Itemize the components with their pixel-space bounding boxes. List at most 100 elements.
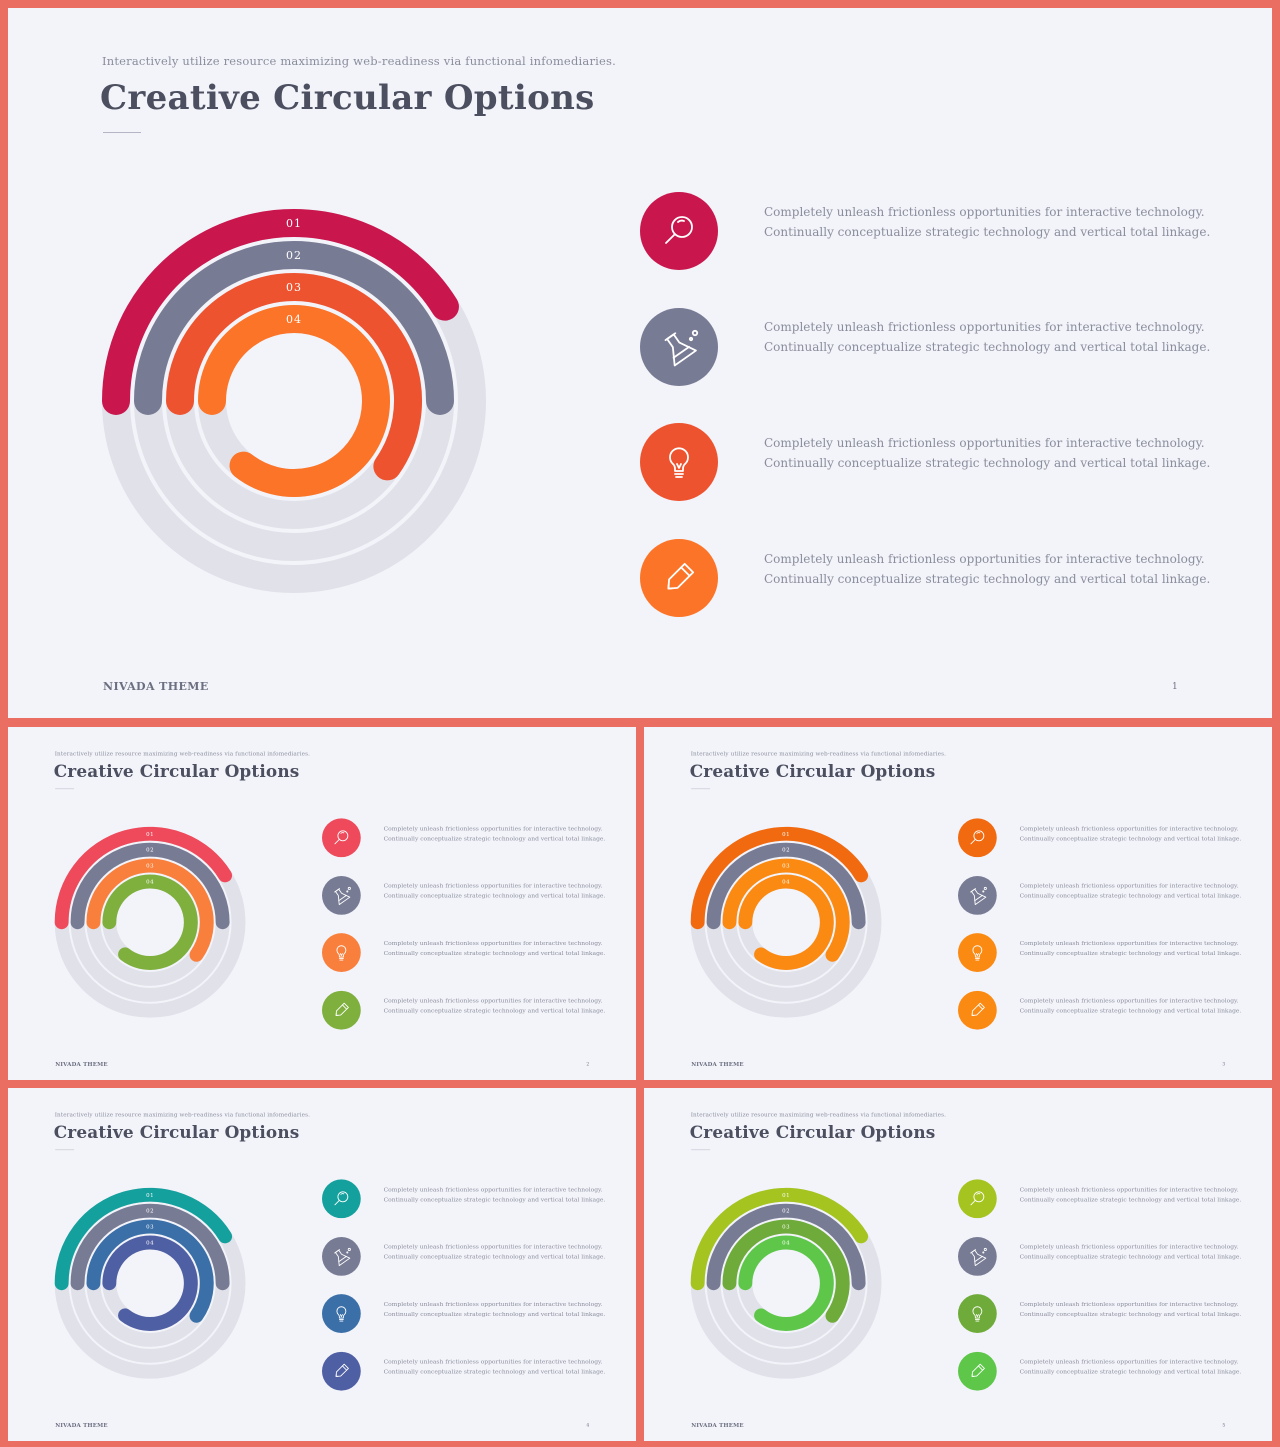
magnifier-badge <box>322 1179 361 1219</box>
slide-subtitle: Interactively utilize resource maximizin… <box>690 749 947 757</box>
circular-ring-chart: 01 02 03 04 <box>690 1187 882 1379</box>
ring-label: 02 <box>286 249 302 262</box>
lightbulb-badge <box>322 1294 361 1333</box>
ring-arc-03 <box>722 858 850 962</box>
pencil-icon <box>971 1363 985 1377</box>
pencil-badge <box>958 990 997 1030</box>
lightbulb-icon <box>972 945 983 961</box>
lightbulb-badge <box>640 423 718 501</box>
pencil-icon <box>667 562 695 590</box>
ring-arc-02 <box>706 842 866 930</box>
page-number: 5 <box>1222 1422 1226 1428</box>
lightbulb-badge <box>958 1294 997 1333</box>
footer-brand: NIVADA THEME <box>55 1060 108 1068</box>
description-line: Continually conceptualize strategic tech… <box>1019 1007 1242 1015</box>
slide-thumbnail[interactable]: Interactively utilize resource maximizin… <box>8 1088 636 1441</box>
ring-label: 04 <box>286 313 302 326</box>
slide-title: Creative Circular Options <box>689 761 936 782</box>
description-line: Completely unleash frictionless opportun… <box>383 1243 603 1250</box>
slide-subtitle: Interactively utilize resource maximizin… <box>54 749 311 757</box>
ring-label: 03 <box>286 281 302 294</box>
flask-badge <box>640 308 718 386</box>
footer-brand: NIVADA THEME <box>55 1421 108 1429</box>
ring-label: 04 <box>782 880 790 886</box>
description-line: Completely unleash frictionless opportun… <box>1019 997 1239 1005</box>
ring-label: 01 <box>146 832 154 838</box>
flask-badge <box>322 1237 361 1276</box>
description-line: Completely unleash frictionless opportun… <box>764 436 1205 450</box>
option-description: Completely unleash frictionless opportun… <box>1019 996 1242 1016</box>
description-line: Continually conceptualize strategic tech… <box>1019 1310 1242 1318</box>
flask-badge <box>958 1237 997 1276</box>
page-number: 4 <box>586 1422 590 1428</box>
magnifier-icon <box>665 216 693 244</box>
description-line: Completely unleash frictionless opportun… <box>383 824 603 832</box>
description-line: Completely unleash frictionless opportun… <box>383 1185 603 1193</box>
flask-badge <box>322 876 361 915</box>
ring-label: 03 <box>146 1225 154 1231</box>
ring-label: 01 <box>146 1193 154 1199</box>
flask-icon <box>970 886 987 906</box>
slide-subtitle: Interactively utilize resource maximizin… <box>102 54 616 68</box>
magnifier-icon <box>334 1191 349 1206</box>
option-description: Completely unleash frictionless opportun… <box>383 938 606 958</box>
description-line: Completely unleash frictionless opportun… <box>1019 1185 1239 1193</box>
pencil-badge <box>322 1351 361 1391</box>
circular-ring-chart: 01 02 03 04 <box>54 826 246 1018</box>
option-description: Completely unleash frictionless opportun… <box>1020 1242 1242 1262</box>
ring-arc-04 <box>102 1235 198 1331</box>
slide-thumbnail[interactable]: Interactively utilize resource maximizin… <box>644 727 1272 1080</box>
footer-brand: NIVADA THEME <box>691 1060 744 1068</box>
ring-arc-04 <box>102 874 198 970</box>
ring-label: 03 <box>782 1225 790 1231</box>
description-line: Completely unleash frictionless opportun… <box>764 552 1205 566</box>
ring-label: 01 <box>782 832 790 838</box>
description-line: Completely unleash frictionless opportun… <box>764 205 1205 219</box>
lightbulb-badge <box>958 933 997 972</box>
pencil-badge <box>958 1351 997 1391</box>
slide-thumbnail[interactable]: Interactively utilize resource maximizin… <box>644 1088 1272 1441</box>
circular-ring-chart: 01 02 03 04 <box>690 826 882 1018</box>
lightbulb-icon <box>669 447 689 478</box>
pencil-icon <box>335 1002 349 1016</box>
description-line: Continually conceptualize strategic tech… <box>764 456 1211 470</box>
ring-arc-02 <box>70 1203 230 1291</box>
title-underline <box>103 132 141 133</box>
flask-badge <box>958 876 997 915</box>
description-line: Completely unleash frictionless opportun… <box>1019 1358 1239 1366</box>
description-line: Continually conceptualize strategic tech… <box>1019 1368 1242 1376</box>
flask-icon <box>664 329 699 367</box>
option-description: Completely unleash frictionless opportun… <box>384 996 606 1016</box>
ring-arc-01 <box>54 826 233 930</box>
ring-arc-03 <box>166 273 422 481</box>
slide-subtitle: Interactively utilize resource maximizin… <box>690 1110 947 1118</box>
description-line: Continually conceptualize strategic tech… <box>764 340 1211 354</box>
option-description: Completely unleash frictionless opportun… <box>384 881 606 901</box>
slide-title: Creative Circular Options <box>53 1122 300 1143</box>
description-line: Continually conceptualize strategic tech… <box>1019 891 1242 899</box>
description-line: Continually conceptualize strategic tech… <box>764 572 1211 586</box>
magnifier-badge <box>958 1179 997 1219</box>
description-line: Continually conceptualize strategic tech… <box>1019 834 1242 842</box>
option-description: Completely unleash frictionless opportun… <box>1019 881 1242 901</box>
description-line: Continually conceptualize strategic tech… <box>764 225 1211 239</box>
pencil-icon <box>971 1002 985 1016</box>
ring-arc-04 <box>198 305 390 497</box>
footer-brand: NIVADA THEME <box>691 1421 744 1429</box>
description-line: Continually conceptualize strategic tech… <box>1019 949 1242 957</box>
flask-icon <box>334 1247 351 1267</box>
option-description: Completely unleash frictionless opportun… <box>383 823 606 843</box>
option-description: Completely unleash frictionless opportun… <box>1019 938 1242 958</box>
option-description: Completely unleash frictionless opportun… <box>764 202 1211 242</box>
description-line: Continually conceptualize strategic tech… <box>383 1310 606 1318</box>
ring-arc-01 <box>102 209 459 415</box>
ring-label: 01 <box>286 217 302 230</box>
description-line: Completely unleash frictionless opportun… <box>383 1358 603 1366</box>
description-line: Completely unleash frictionless opportun… <box>1019 882 1239 889</box>
page-number: 2 <box>586 1061 590 1067</box>
slide-thumbnail[interactable]: Interactively utilize resource maximizin… <box>8 727 636 1080</box>
pencil-icon <box>335 1363 349 1377</box>
description-line: Continually conceptualize strategic tech… <box>383 949 606 957</box>
description-line: Completely unleash frictionless opportun… <box>1019 939 1239 947</box>
footer-brand: NIVADA THEME <box>103 680 209 693</box>
